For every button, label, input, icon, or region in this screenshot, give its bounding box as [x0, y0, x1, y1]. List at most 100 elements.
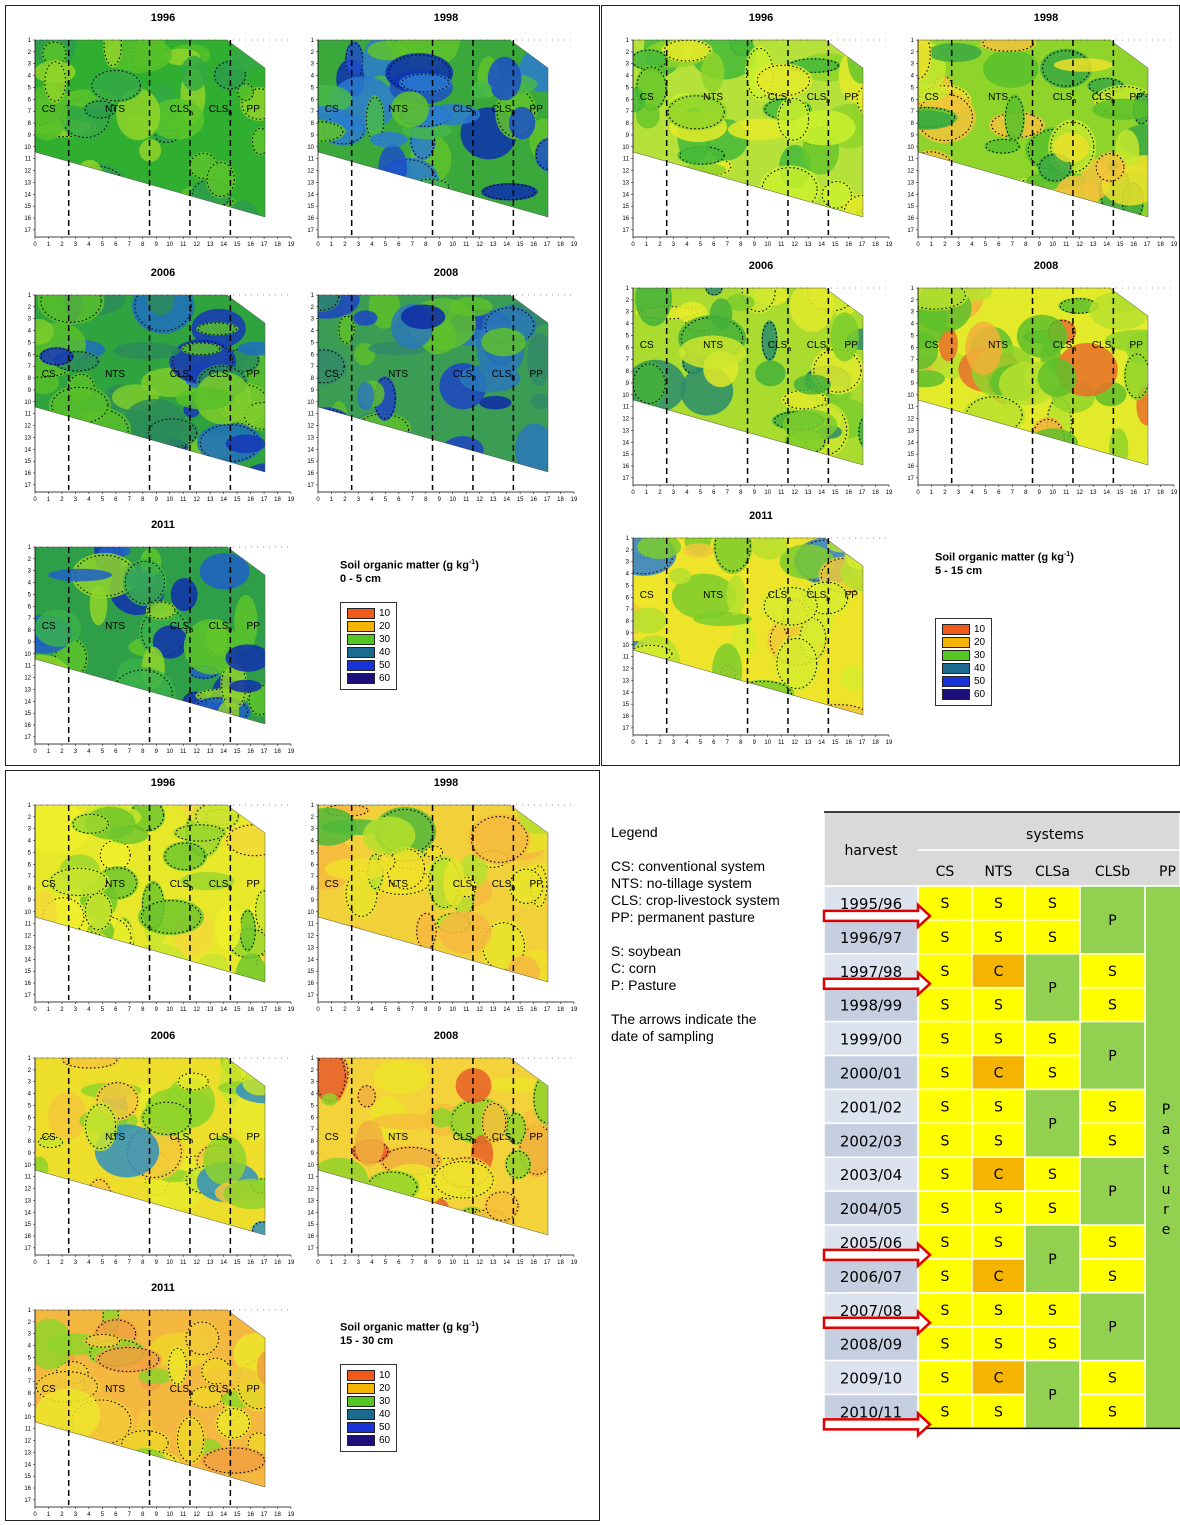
harvest-label: 2009/10	[840, 1370, 902, 1388]
text-legend: Legend CS: conventional system NTS: no-t…	[611, 824, 780, 1045]
panel-0-5cm-frame	[5, 5, 600, 766]
x-tick-label: 8	[141, 749, 145, 755]
y-tick-label: 12	[24, 169, 31, 175]
y-tick-label: 14	[24, 699, 31, 705]
x-tick-label: 7	[726, 490, 730, 496]
y-tick-label: 3	[28, 827, 32, 833]
system-label: PP	[1130, 92, 1144, 103]
contour-blob	[48, 568, 112, 582]
harvest-cell	[823, 1122, 919, 1158]
contour-blob	[751, 538, 788, 560]
x-tick-label: 17	[544, 1260, 551, 1266]
x-tick-label: 4	[87, 242, 91, 248]
x-tick-label: 16	[530, 497, 537, 503]
contour-blob	[507, 867, 545, 906]
system-label: CS	[42, 1132, 56, 1143]
system-label: CLSb	[209, 621, 232, 634]
contour-line	[140, 900, 202, 934]
harvest-label: 1996/97	[840, 929, 902, 947]
legend-title: Soil organic matter (g kg-1)	[340, 559, 479, 572]
y-tick-label: 17	[24, 483, 31, 489]
y-tick-label: 4	[28, 581, 32, 587]
x-tick-label: 17	[859, 740, 866, 746]
crop-letter: S	[994, 1337, 1003, 1353]
x-tick-label: 5	[101, 1512, 105, 1518]
harvest-cell	[823, 1054, 919, 1091]
harvest-label: 2000/01	[840, 1065, 902, 1083]
x-tick-label: 5	[384, 242, 388, 248]
legend-value: 60	[379, 672, 391, 684]
x-tick-label: 18	[274, 242, 281, 248]
contour-blob	[172, 823, 227, 843]
y-tick-label: 8	[911, 121, 915, 127]
contour-blob	[70, 813, 111, 835]
y-tick-label: 14	[24, 447, 31, 453]
crop-letter: S	[1108, 1133, 1117, 1149]
contour-line	[128, 436, 186, 458]
legend-item-30: 30	[942, 649, 985, 662]
system-label: CS	[42, 104, 56, 115]
system-label: CLSb	[209, 1384, 232, 1397]
contour-blob	[705, 288, 723, 296]
contour-blob	[37, 1135, 64, 1149]
contour-line	[756, 64, 811, 97]
contour-blob	[215, 1406, 252, 1440]
contour-blob	[481, 327, 526, 357]
y-tick-label: 13	[24, 1450, 31, 1456]
crop-letter: S	[941, 1201, 950, 1217]
x-tick-label: 3	[74, 1260, 78, 1266]
contour-blob	[918, 110, 955, 130]
contour-blob	[170, 577, 198, 612]
y-tick-label: 2	[311, 1068, 315, 1074]
pasture-block	[1079, 885, 1146, 955]
legend-item-40: 40	[942, 662, 985, 675]
contour-blob	[373, 1059, 430, 1095]
contour-blob	[148, 98, 205, 140]
contour-line	[216, 1407, 250, 1439]
y-tick-label: 15	[307, 969, 314, 975]
y-tick-label: 15	[24, 459, 31, 465]
legend-value: 10	[379, 607, 391, 619]
contour-blob	[353, 310, 378, 326]
contour-line	[381, 1146, 440, 1176]
contour-line	[777, 97, 810, 141]
contour-blob	[1092, 98, 1148, 120]
legend-value: 50	[379, 659, 391, 671]
y-tick-label: 14	[24, 957, 31, 963]
x-tick-label: 8	[141, 1007, 145, 1013]
system-label: PP	[1130, 340, 1144, 351]
y-tick-label: 12	[907, 417, 914, 423]
system-label: CLSa	[170, 369, 193, 382]
x-tick-label: 4	[685, 740, 689, 746]
y-tick-label: 2	[28, 1068, 32, 1074]
y-tick-label: 4	[28, 839, 32, 845]
x-tick-label: 0	[316, 1260, 320, 1266]
x-tick-label: 14	[818, 490, 825, 496]
y-tick-label: 17	[907, 228, 914, 234]
y-tick-label: 1	[28, 38, 32, 44]
y-tick-label: 10	[307, 1163, 314, 1169]
contour-line	[146, 601, 176, 620]
y-tick-label: 9	[28, 898, 32, 904]
y-tick-label: 9	[911, 133, 915, 139]
x-tick-label: 9	[1038, 242, 1042, 248]
system-label: CLSa	[170, 104, 193, 117]
contour-blob	[400, 304, 446, 330]
contour-line	[318, 295, 340, 312]
system-label: CS	[325, 1132, 339, 1143]
system-label: CLSb	[492, 1132, 515, 1145]
contour-blob	[207, 1366, 259, 1385]
contour-line	[483, 183, 536, 201]
y-tick-label: 9	[311, 388, 315, 394]
contour-line	[1038, 153, 1072, 182]
legend-item-10: 10	[942, 623, 985, 636]
contour-blob	[731, 622, 757, 659]
x-tick-label: 17	[261, 242, 268, 248]
pasture-letter: P	[1108, 1320, 1116, 1336]
contour-blob	[1016, 314, 1068, 358]
system-label: PP	[247, 369, 261, 380]
y-tick-label: 10	[24, 1415, 31, 1421]
x-tick-label: 12	[476, 1260, 483, 1266]
contour-blob	[205, 160, 236, 199]
